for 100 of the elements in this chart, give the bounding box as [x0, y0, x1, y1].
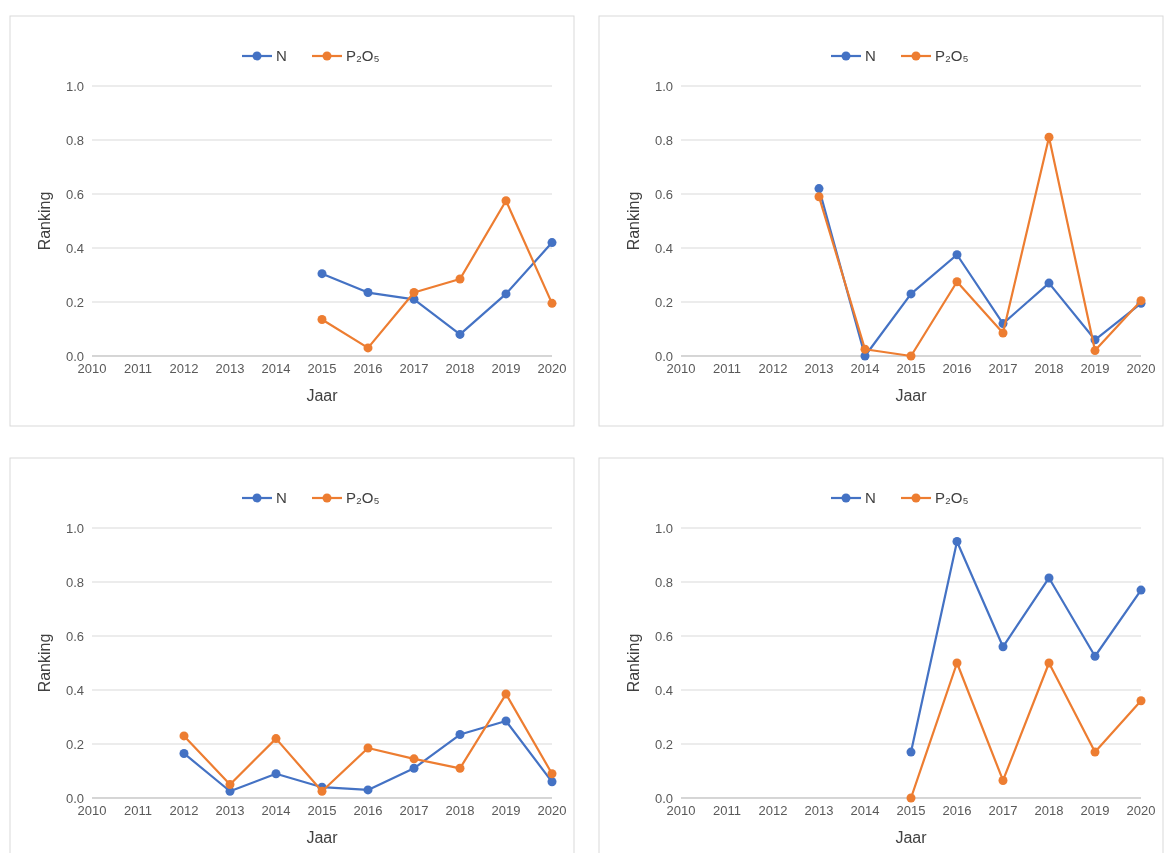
point	[860, 344, 870, 354]
point	[998, 642, 1008, 652]
x-tick-label: 2017	[988, 803, 1018, 818]
point	[814, 192, 824, 202]
point	[906, 289, 916, 299]
x-tick-label: 2020	[1126, 803, 1156, 818]
y-tick-label: 0.8	[654, 574, 673, 590]
x-axis-title: Jaar	[306, 829, 339, 846]
x-tick-label: 2013	[804, 361, 834, 376]
point	[906, 351, 916, 361]
point	[363, 288, 373, 298]
y-axis-title: Ranking	[625, 633, 642, 693]
y-tick-label: 0.2	[65, 294, 84, 310]
x-tick-label: 2016	[353, 803, 383, 818]
point	[1090, 747, 1100, 757]
x-tick-label: 2015	[896, 803, 926, 818]
y-tick-label: 0.8	[654, 132, 673, 148]
legend-label: P₂O₅	[346, 489, 380, 507]
y-tick-label: 0.8	[65, 574, 84, 590]
x-tick-label: 2018	[445, 361, 475, 376]
point	[547, 769, 557, 779]
point	[225, 780, 235, 789]
y-tick-label: 0.4	[654, 240, 673, 256]
x-tick-label: 2012	[169, 361, 199, 376]
legend-label: N	[865, 47, 876, 65]
x-tick-label: 2013	[804, 803, 834, 818]
x-tick-label: 2018	[445, 803, 475, 818]
legend-label: P₂O₅	[935, 47, 969, 65]
point	[501, 716, 511, 726]
point	[1044, 658, 1054, 668]
x-tick-label: 2011	[124, 361, 152, 376]
point	[317, 269, 327, 279]
x-tick-label: 2012	[758, 361, 788, 376]
point	[1136, 696, 1146, 706]
x-tick-label: 2010	[77, 361, 107, 376]
x-tick-label: 2014	[850, 361, 880, 376]
x-tick-label: 2017	[988, 361, 1018, 376]
point	[409, 288, 419, 298]
point	[363, 743, 373, 753]
x-tick-label: 2014	[850, 803, 880, 818]
legend-label: N	[276, 489, 287, 507]
legend-label: N	[865, 489, 876, 507]
x-tick-label: 2018	[1034, 803, 1064, 818]
y-tick-label: 1.0	[654, 78, 673, 94]
point	[455, 763, 465, 773]
point	[409, 763, 419, 773]
x-tick-label: 2018	[1034, 361, 1064, 376]
point	[547, 777, 557, 787]
point	[547, 298, 557, 308]
x-tick-label: 2011	[713, 803, 741, 818]
y-tick-label: 0.0	[65, 790, 84, 806]
point	[317, 315, 327, 325]
x-axis-title: Jaar	[895, 387, 928, 404]
y-tick-label: 1.0	[654, 520, 673, 536]
point	[1044, 573, 1054, 583]
point	[906, 747, 916, 757]
point	[363, 343, 373, 353]
y-tick-label: 0.0	[65, 348, 84, 364]
x-axis-title: Jaar	[306, 387, 339, 404]
point	[547, 238, 557, 248]
x-tick-label: 2013	[215, 361, 245, 376]
point	[952, 537, 962, 546]
x-tick-label: 2010	[666, 361, 696, 376]
y-axis-title: Ranking	[36, 633, 53, 693]
legend-label: P₂O₅	[935, 489, 969, 507]
x-tick-label: 2020	[1126, 361, 1156, 376]
point	[179, 731, 189, 741]
x-tick-label: 2013	[215, 803, 245, 818]
x-tick-label: 2010	[666, 803, 696, 818]
y-tick-label: 0.6	[65, 186, 84, 202]
legend-label: P₂O₅	[346, 47, 380, 65]
x-tick-label: 2012	[758, 803, 788, 818]
point	[1044, 132, 1054, 142]
y-tick-label: 0.8	[65, 132, 84, 148]
point	[998, 328, 1008, 338]
x-tick-label: 2012	[169, 803, 199, 818]
x-tick-label: 2016	[353, 361, 383, 376]
point	[455, 329, 465, 339]
point	[952, 658, 962, 668]
y-tick-label: 0.6	[65, 628, 84, 644]
x-tick-label: 2011	[713, 361, 741, 376]
point	[455, 730, 465, 740]
point	[1136, 585, 1146, 595]
point	[409, 754, 419, 764]
x-tick-label: 2017	[399, 803, 429, 818]
y-tick-label: 1.0	[65, 78, 84, 94]
y-tick-label: 0.6	[654, 628, 673, 644]
y-tick-label: 0.2	[654, 736, 673, 752]
point	[1044, 278, 1054, 288]
x-tick-label: 2014	[261, 361, 291, 376]
point	[271, 734, 281, 744]
y-tick-label: 0.4	[654, 682, 673, 698]
x-tick-label: 2015	[307, 361, 337, 376]
x-tick-label: 2020	[537, 361, 567, 376]
x-tick-label: 2020	[537, 803, 567, 818]
x-tick-label: 2010	[77, 803, 107, 818]
x-tick-label: 2017	[399, 361, 429, 376]
point	[271, 769, 281, 779]
x-tick-label: 2016	[942, 803, 972, 818]
y-tick-label: 0.2	[654, 294, 673, 310]
